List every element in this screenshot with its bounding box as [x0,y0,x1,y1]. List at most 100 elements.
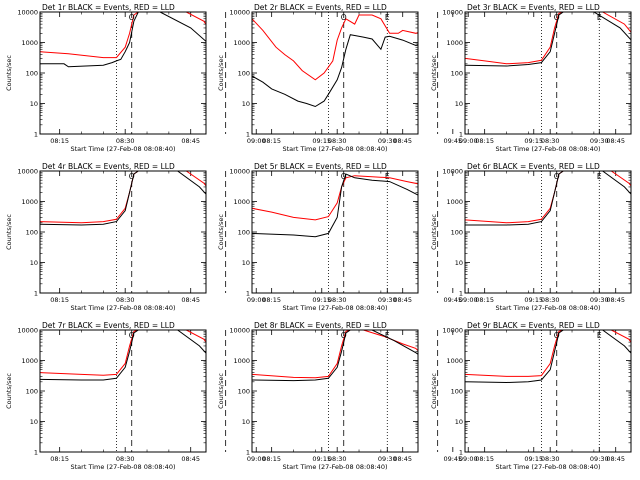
events-series-line [252,330,418,382]
x-axis-label: Start Time (27-Feb-08 08:08:40) [71,145,176,153]
x-tick-label: 09:15 [524,455,543,463]
plot-frame [464,329,632,453]
panel-5: Det 5r BLACK = Events, RED = LLD11010010… [217,162,609,312]
x-tick-label: 08:15 [262,137,281,145]
marker-e-label: E [597,13,602,22]
lld-series-line [40,171,206,224]
x-tick-label: 09:15 [312,296,331,304]
panel-2: Det 2r BLACK = Events, RED = LLD11010010… [217,3,609,153]
y-tick-label: 100 [451,70,463,78]
y-tick-label: 10 [242,259,250,267]
y-axis-label: Counts/sec [217,373,225,409]
y-tick-label: 100 [238,388,250,396]
x-tick-label: 08:15 [262,455,281,463]
x-tick-label: 09:30 [378,137,397,145]
x-tick-label: 09:00 [247,455,266,463]
marker-o-label: O [129,331,135,340]
y-tick-label: 10 [455,418,463,426]
y-tick-label: 1000 [446,198,463,206]
x-tick-label: 09:15 [312,137,331,145]
marker-o-label: O [129,13,135,22]
x-tick-label: 08:45 [606,296,625,304]
y-tick-label: 100 [238,70,250,78]
y-tick-label: 10 [30,418,38,426]
panel-7: Det 7r BLACK = Events, RED = LLD11010010… [5,321,462,471]
plot-frame [39,11,207,135]
x-axis-label: Start Time (27-Feb-08 08:08:40) [496,304,601,312]
y-tick-label: 1000 [446,357,463,365]
x-tick-label: 09:00 [459,137,478,145]
marker-e-label: E [385,172,390,181]
y-tick-label: 1 [459,449,463,457]
y-tick-label: 10 [30,259,38,267]
y-tick-label: 1 [459,131,463,139]
y-tick-label: 1 [246,131,250,139]
y-tick-label: 100 [238,229,250,237]
panel-title: Det 4r BLACK = Events, RED = LLD [42,162,175,171]
panel-3: Det 3r BLACK = Events, RED = LLD 1 10 100 10… [430,3,632,153]
x-axis-label: Start Time (27-Feb-08 08:08:40) [71,463,176,471]
x-tick-label: 08:45 [181,137,200,145]
marker-e-label: E [597,331,602,340]
x-tick-label: 08:45 [393,455,412,463]
y-tick-label: 1 [246,290,250,298]
lld-series-line [252,175,418,221]
panel-title: Det 7r BLACK = Events, RED = LLD [42,321,175,330]
x-tick-label: 08:15 [262,296,281,304]
y-tick-label: 1 [34,290,38,298]
x-axis-label: Start Time (27-Feb-08 08:08:40) [283,463,388,471]
y-tick-label: 1 [34,131,38,139]
y-tick-label: 100 [26,388,38,396]
x-tick-label: 08:15 [50,455,69,463]
plot-frame [464,170,632,294]
y-axis-label: Counts/sec [5,214,13,250]
y-tick-label: 10000 [17,327,38,335]
x-axis-label: Start Time (27-Feb-08 08:08:40) [496,145,601,153]
y-axis-label: Counts/sec [217,55,225,91]
y-tick-label: 1000 [21,357,38,365]
y-tick-label: 1000 [446,39,463,47]
y-axis-label: Counts/sec [217,214,225,250]
y-tick-label: 10000 [17,168,38,176]
x-tick-label: 08:45 [606,137,625,145]
y-tick-label: 1 [34,449,38,457]
marker-o-label: O [554,331,560,340]
x-tick-label: 08:30 [328,296,347,304]
panel-title: Det 5r BLACK = Events, RED = LLD [254,162,387,171]
lld-series-line [465,330,631,377]
x-tick-label: 08:45 [181,296,200,304]
x-tick-label: 09:30 [378,455,397,463]
x-tick-label: 09:00 [459,455,478,463]
panel-title: Det 1r BLACK = Events, RED = LLD [42,3,175,12]
panel-title: Det 3r BLACK = Events, RED = LLD [467,3,600,12]
x-tick-label: 08:30 [116,296,135,304]
x-tick-label: 08:15 [475,137,494,145]
panel-1: Det 1r BLACK = Events, RED = LLD11010010… [5,3,462,153]
plot-frame [251,329,419,453]
x-tick-label: 09:30 [590,455,609,463]
x-tick-label: 08:45 [181,455,200,463]
x-tick-label: 08:30 [328,137,347,145]
lld-series-line [40,12,206,59]
y-tick-label: 1000 [233,198,250,206]
marker-o-label: O [341,13,347,22]
events-series-line [40,171,206,226]
y-tick-label: 10000 [442,327,463,335]
x-tick-label: 08:30 [541,296,560,304]
plot-frame [39,329,207,453]
x-axis-label: Start Time (27-Feb-08 08:08:40) [496,463,601,471]
y-axis-label: Counts/sec [430,373,438,409]
x-tick-label: 09:15 [524,296,543,304]
x-tick-label: 08:30 [116,137,135,145]
y-tick-label: 10 [242,100,250,108]
marker-o-label: O [341,331,347,340]
y-tick-label: 10000 [442,9,463,17]
panel-title: Det 9r BLACK = Events, RED = LLD [467,321,600,330]
plot-frame [464,11,632,135]
x-axis-label: Start Time (27-Feb-08 08:08:40) [283,304,388,312]
y-tick-label: 1000 [21,39,38,47]
x-tick-label: 08:45 [393,137,412,145]
y-tick-label: 1 [459,290,463,298]
